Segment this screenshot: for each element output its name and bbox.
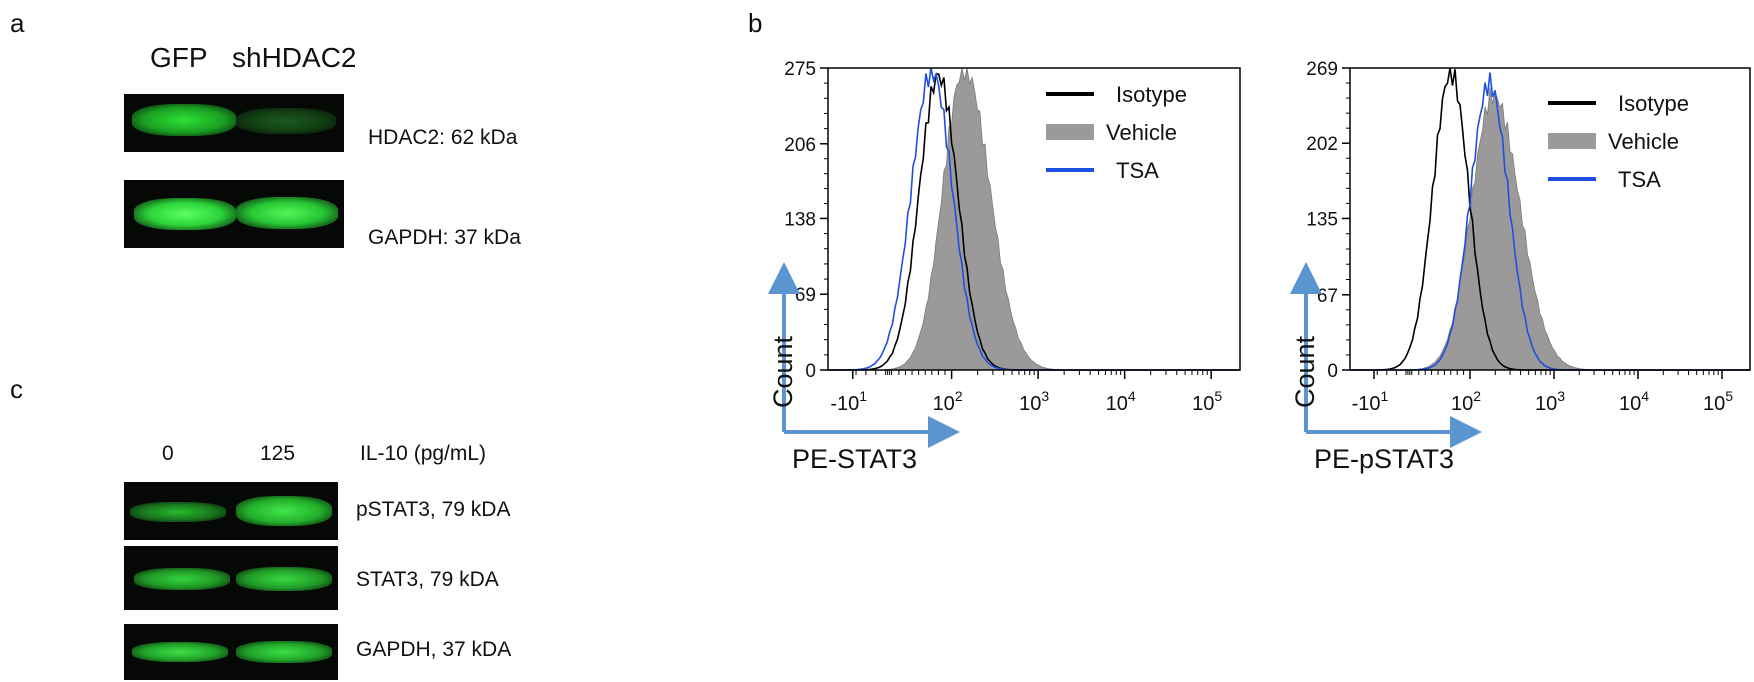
x-tick-label: 104 [1106,388,1136,415]
band-gapdh-c-0 [132,642,228,662]
y-axis-label: Count [1290,335,1320,408]
y-tick-label: 0 [1327,361,1338,382]
x-tick-label: 105 [1192,388,1222,415]
band-pstat3-125 [236,496,332,526]
lane-label-125: 125 [260,442,296,465]
band-label-hdac2: HDAC2: 62 kDa [368,126,518,149]
x-tick-label: 102 [933,388,963,415]
y-axis-label: Count [768,335,798,408]
band-pstat3-0 [130,502,226,522]
blot-pstat3 [124,482,338,540]
condition-label: IL-10 (pg/mL) [360,442,487,465]
band-gapdh-gfp [134,198,236,230]
band-gapdh-shhdac2 [236,197,338,229]
band-label-stat3: STAT3, 79 kDA [356,568,499,591]
band-stat3-125 [236,567,332,591]
y-tick-label: 202 [1306,134,1338,155]
blot-gapdh-c [124,624,338,680]
y-tick-label: 275 [784,59,816,80]
band-hdac2-shhdac2 [236,108,336,134]
y-tick-label: 206 [784,135,816,156]
legend-swatch-vehicle [1548,133,1596,149]
blot-gapdh-a [124,180,344,248]
band-label-gapdh-c: GAPDH, 37 kDA [356,638,512,661]
lane-label-0: 0 [162,442,174,465]
x-tick-label: 102 [1451,388,1481,415]
legend-label-isotype: Isotype [1618,91,1689,116]
series-isotype [828,73,1240,371]
legend-label-vehicle: Vehicle [1106,120,1177,145]
panel-b-letter: b [748,8,763,38]
legend-label-tsa: TSA [1116,158,1159,183]
y-tick-label: 67 [1317,286,1338,307]
legend-label-vehicle: Vehicle [1608,129,1679,154]
band-gapdh-c-125 [236,641,332,663]
x-tick-label: -101 [830,388,867,415]
x-tick-label: 104 [1619,388,1649,415]
y-tick-label: 269 [1306,59,1338,80]
band-hdac2-gfp [132,104,236,136]
band-stat3-0 [134,568,230,590]
band-label-pstat3: pSTAT3, 79 kDA [356,498,511,521]
series-vehicle [828,67,1240,371]
panel-c-letter: c [10,374,23,404]
lane-label-gfp: GFP [150,42,208,73]
plot-frame [827,67,1241,371]
series-tsa [828,67,1240,371]
x-axis-label: PE-STAT3 [792,444,917,474]
legend-label-isotype: Isotype [1116,82,1187,107]
x-tick-label: 105 [1703,388,1733,415]
blot-hdac2 [124,94,344,152]
legend-label-tsa: TSA [1618,167,1661,192]
y-tick-label: 135 [1306,209,1338,230]
series-vehicle [1350,87,1750,371]
panel-a-letter: a [10,8,25,38]
y-tick-label: 138 [784,209,816,230]
plot-frame [1349,67,1751,371]
legend-swatch-vehicle [1046,124,1094,140]
y-tick-label: 0 [805,361,816,382]
band-label-gapdh-a: GAPDH: 37 kDa [368,226,521,249]
lane-label-shhdac2: shHDAC2 [232,42,357,73]
x-tick-label: -101 [1352,388,1389,415]
x-tick-label: 103 [1019,388,1049,415]
series-tsa [1350,72,1750,371]
blot-stat3 [124,546,338,610]
x-axis-label: PE-pSTAT3 [1314,444,1454,474]
y-tick-label: 69 [795,285,816,306]
x-tick-label: 103 [1535,388,1565,415]
series-isotype [1350,67,1750,371]
